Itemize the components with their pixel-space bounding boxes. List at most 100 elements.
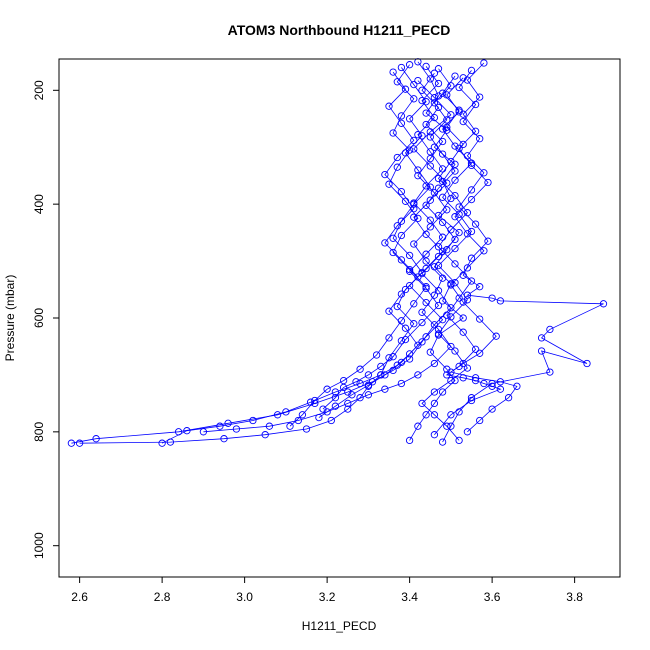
data-point xyxy=(471,374,480,382)
data-point xyxy=(422,201,430,209)
data-point xyxy=(467,254,476,262)
data-point xyxy=(302,425,311,433)
plot-area xyxy=(67,58,608,447)
data-point xyxy=(75,439,84,447)
data-point xyxy=(467,159,476,167)
data-point xyxy=(467,186,476,194)
data-point xyxy=(438,438,447,446)
data-point xyxy=(344,399,352,408)
data-point xyxy=(463,264,472,272)
series-line xyxy=(79,67,431,444)
data-point xyxy=(422,62,430,71)
data-point xyxy=(422,230,430,238)
y-tick-label: 200 xyxy=(32,80,46,100)
data-point xyxy=(434,287,443,295)
data-point xyxy=(381,385,389,393)
x-tick-label: 3.8 xyxy=(566,590,583,604)
data-point xyxy=(459,328,467,336)
data-point xyxy=(443,179,451,187)
data-point xyxy=(426,128,434,136)
data-point xyxy=(430,113,439,122)
data-point xyxy=(405,436,414,445)
data-point xyxy=(447,304,455,312)
data-point xyxy=(438,165,447,173)
data-point xyxy=(426,162,434,170)
data-point xyxy=(422,120,430,129)
data-point xyxy=(401,85,410,93)
data-point xyxy=(414,371,422,379)
data-point xyxy=(447,313,455,321)
data-point xyxy=(430,99,439,107)
data-point xyxy=(405,350,414,358)
data-point xyxy=(492,332,500,340)
data-point xyxy=(434,261,443,270)
x-tick-label: 2.8 xyxy=(154,590,171,604)
data-point xyxy=(418,308,426,316)
data-point xyxy=(422,250,430,258)
data-point xyxy=(426,75,434,83)
data-point xyxy=(451,347,459,355)
data-point xyxy=(393,302,401,311)
data-point xyxy=(232,425,241,433)
data-point xyxy=(537,334,546,342)
data-point xyxy=(401,335,410,344)
data-point xyxy=(414,172,422,180)
x-tick-label: 3.2 xyxy=(319,590,336,604)
data-point xyxy=(434,330,443,338)
data-point xyxy=(546,368,554,376)
data-point xyxy=(459,314,467,322)
data-point xyxy=(471,127,480,135)
data-point xyxy=(422,109,430,117)
series-line xyxy=(71,68,456,444)
y-axis-label: Pressure (mbar) xyxy=(3,275,17,362)
data-point xyxy=(414,166,422,174)
series-line xyxy=(322,66,444,410)
data-point xyxy=(418,86,426,94)
data-point xyxy=(414,131,422,139)
data-point xyxy=(463,428,472,436)
data-point xyxy=(405,281,414,290)
data-point xyxy=(414,422,422,430)
data-point xyxy=(434,65,443,73)
chart-title: ATOM3 Northbound H1211_PECD xyxy=(228,22,451,38)
data-point xyxy=(504,394,513,402)
series-12 xyxy=(158,76,455,447)
data-point xyxy=(389,353,397,361)
data-point xyxy=(430,431,439,439)
data-point xyxy=(480,379,488,388)
data-point xyxy=(459,140,467,149)
data-point xyxy=(546,325,554,334)
data-point xyxy=(385,180,393,188)
data-point xyxy=(459,74,467,82)
data-point xyxy=(451,260,459,268)
data-point xyxy=(389,234,397,242)
data-point xyxy=(455,228,463,237)
series-2 xyxy=(75,63,434,447)
data-point xyxy=(438,193,447,201)
data-point xyxy=(463,230,472,238)
data-point xyxy=(484,178,492,187)
data-point xyxy=(220,435,228,443)
data-point xyxy=(488,294,496,302)
data-point xyxy=(397,187,406,196)
data-point xyxy=(397,217,406,225)
series-line xyxy=(449,62,518,433)
data-point xyxy=(496,297,505,305)
data-point xyxy=(422,257,430,265)
data-point xyxy=(451,72,459,80)
data-point xyxy=(401,324,410,332)
data-point xyxy=(455,83,463,92)
data-point xyxy=(537,347,546,355)
data-point xyxy=(480,59,488,67)
data-point xyxy=(476,283,484,291)
data-point xyxy=(356,379,364,388)
data-point xyxy=(319,405,327,413)
data-point xyxy=(282,408,290,416)
data-point xyxy=(451,235,459,244)
data-point xyxy=(414,76,422,85)
data-point xyxy=(298,411,307,419)
data-point xyxy=(467,161,476,170)
data-point xyxy=(414,58,422,66)
data-point xyxy=(389,366,397,375)
